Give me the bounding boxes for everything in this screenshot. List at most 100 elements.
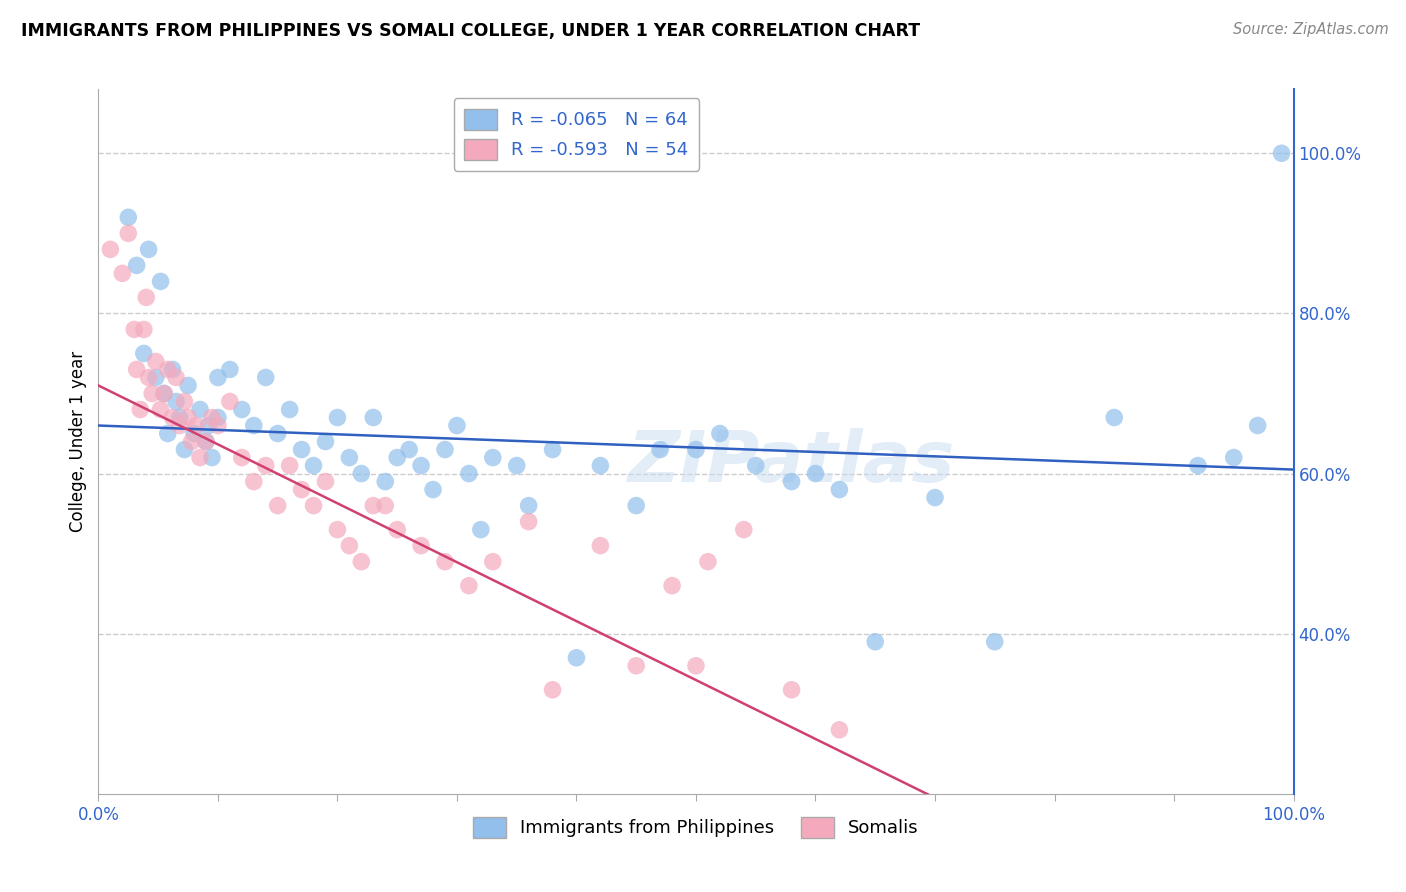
Text: ZIPatlas: ZIPatlas [628, 428, 955, 497]
Point [180, 434, 202, 449]
Point [984, 634, 1007, 648]
Point [374, 475, 396, 489]
Point [506, 458, 529, 473]
Point [626, 499, 648, 513]
Point [149, 402, 172, 417]
Point [745, 458, 768, 473]
Point [153, 386, 176, 401]
Point [541, 442, 564, 457]
Point [291, 483, 314, 497]
Point [517, 515, 540, 529]
Point [138, 243, 160, 257]
Point [733, 523, 755, 537]
Point [188, 402, 211, 417]
Point [434, 442, 457, 457]
Point [219, 394, 242, 409]
Point [195, 434, 218, 449]
Point [470, 523, 492, 537]
Point [661, 579, 683, 593]
Point [398, 442, 420, 457]
Point [243, 475, 266, 489]
Point [828, 483, 851, 497]
Point [315, 475, 337, 489]
Point [169, 410, 191, 425]
Point [709, 426, 731, 441]
Point [685, 658, 707, 673]
Point [626, 658, 648, 673]
Point [278, 402, 301, 417]
Point [195, 434, 218, 449]
Point [589, 539, 612, 553]
Text: Source: ZipAtlas.com: Source: ZipAtlas.com [1233, 22, 1389, 37]
Point [804, 467, 827, 481]
Point [1187, 458, 1209, 473]
Point [177, 378, 200, 392]
Point [201, 410, 224, 425]
Point [254, 370, 277, 384]
Point [145, 354, 167, 368]
Point [828, 723, 851, 737]
Point [267, 426, 290, 441]
Point [197, 418, 219, 433]
Point [186, 418, 208, 433]
Point [165, 370, 187, 384]
Point [350, 467, 373, 481]
Point [243, 418, 266, 433]
Text: IMMIGRANTS FROM PHILIPPINES VS SOMALI COLLEGE, UNDER 1 YEAR CORRELATION CHART: IMMIGRANTS FROM PHILIPPINES VS SOMALI CO… [21, 22, 920, 40]
Point [685, 442, 707, 457]
Point [177, 410, 200, 425]
Point [254, 458, 277, 473]
Point [129, 402, 152, 417]
Point [169, 418, 191, 433]
Point [517, 499, 540, 513]
Point [162, 362, 184, 376]
Point [411, 458, 433, 473]
Point [188, 450, 211, 465]
Point [173, 394, 195, 409]
Y-axis label: College, Under 1 year: College, Under 1 year [69, 351, 87, 533]
Point [697, 555, 720, 569]
Point [173, 442, 195, 457]
Point [648, 442, 672, 457]
Point [780, 475, 803, 489]
Point [291, 442, 314, 457]
Point [219, 362, 242, 376]
Point [207, 410, 229, 425]
Point [350, 555, 373, 569]
Point [231, 402, 253, 417]
Point [385, 523, 409, 537]
Point [141, 386, 163, 401]
Point [446, 418, 468, 433]
Point [124, 322, 146, 336]
Point [458, 579, 481, 593]
Point [780, 682, 803, 697]
Point [541, 682, 564, 697]
Point [135, 290, 157, 304]
Point [138, 370, 160, 384]
Point [1104, 410, 1126, 425]
Point [374, 499, 396, 513]
Point [315, 434, 337, 449]
Point [156, 426, 179, 441]
Point [125, 362, 148, 376]
Point [156, 362, 179, 376]
Point [865, 634, 887, 648]
Point [201, 450, 224, 465]
Point [278, 458, 301, 473]
Point [1223, 450, 1246, 465]
Point [326, 410, 349, 425]
Point [589, 458, 612, 473]
Point [411, 539, 433, 553]
Legend: Immigrants from Philippines, Somalis: Immigrants from Philippines, Somalis [465, 809, 927, 845]
Point [363, 499, 385, 513]
Point [231, 450, 253, 465]
Point [481, 555, 505, 569]
Point [363, 410, 385, 425]
Point [924, 491, 946, 505]
Point [165, 394, 187, 409]
Point [183, 426, 205, 441]
Point [422, 483, 444, 497]
Point [207, 418, 229, 433]
Point [1271, 146, 1294, 161]
Point [125, 259, 148, 273]
